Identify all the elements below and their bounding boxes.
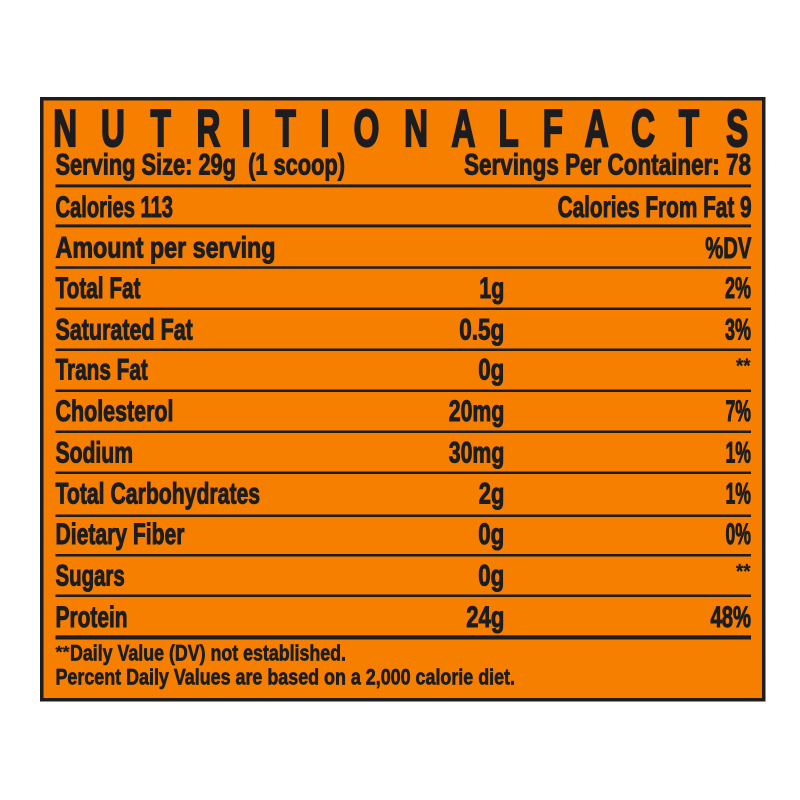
svg-text:Total Carbohydrates: Total Carbohydrates: [56, 478, 261, 511]
svg-text:Sugars: Sugars: [56, 559, 125, 592]
svg-text:20mg: 20mg: [449, 395, 505, 428]
svg-text:Cholesterol: Cholesterol: [56, 395, 174, 428]
svg-text:1%: 1%: [726, 478, 752, 511]
svg-text:Serving Size: 29g (1 scoop): Serving Size: 29g (1 scoop): [56, 148, 346, 181]
svg-text:Dietary Fiber: Dietary Fiber: [56, 518, 185, 551]
svg-text:2g: 2g: [479, 478, 505, 511]
svg-text:0%: 0%: [726, 518, 752, 551]
svg-text:Percent Daily Values are based: Percent Daily Values are based on a 2,00…: [56, 665, 516, 690]
svg-text:0.5g: 0.5g: [459, 313, 504, 346]
svg-text:%DV: %DV: [705, 232, 751, 265]
svg-text:24g: 24g: [466, 601, 504, 634]
svg-text:0g: 0g: [478, 354, 504, 387]
svg-text:Sodium: Sodium: [56, 436, 134, 469]
svg-text:1g: 1g: [479, 272, 504, 305]
svg-text:3%: 3%: [725, 313, 751, 346]
svg-text:Amount per serving: Amount per serving: [56, 232, 276, 265]
svg-text:30mg: 30mg: [449, 436, 505, 469]
svg-text:Trans Fat: Trans Fat: [56, 354, 148, 387]
svg-text:Calories 113: Calories 113: [56, 191, 174, 224]
svg-text:Servings Per Container: 78: Servings Per Container: 78: [464, 148, 751, 181]
svg-text:1%: 1%: [726, 436, 752, 469]
svg-text:Total Fat: Total Fat: [56, 272, 141, 305]
svg-text:2%: 2%: [725, 272, 751, 305]
svg-text:**: **: [736, 355, 751, 377]
svg-text:7%: 7%: [726, 395, 752, 428]
svg-text:48%: 48%: [711, 601, 752, 634]
svg-text:Calories From Fat 9: Calories From Fat 9: [558, 191, 752, 224]
svg-text:**: **: [736, 561, 751, 583]
svg-text:Saturated Fat: Saturated Fat: [56, 313, 193, 346]
svg-text:**: **: [56, 643, 71, 661]
svg-text:0g: 0g: [478, 559, 504, 592]
svg-text:0g: 0g: [478, 518, 504, 551]
svg-text:Daily Value (DV) not establish: Daily Value (DV) not established.: [70, 641, 346, 666]
svg-text:Protein: Protein: [56, 601, 128, 634]
